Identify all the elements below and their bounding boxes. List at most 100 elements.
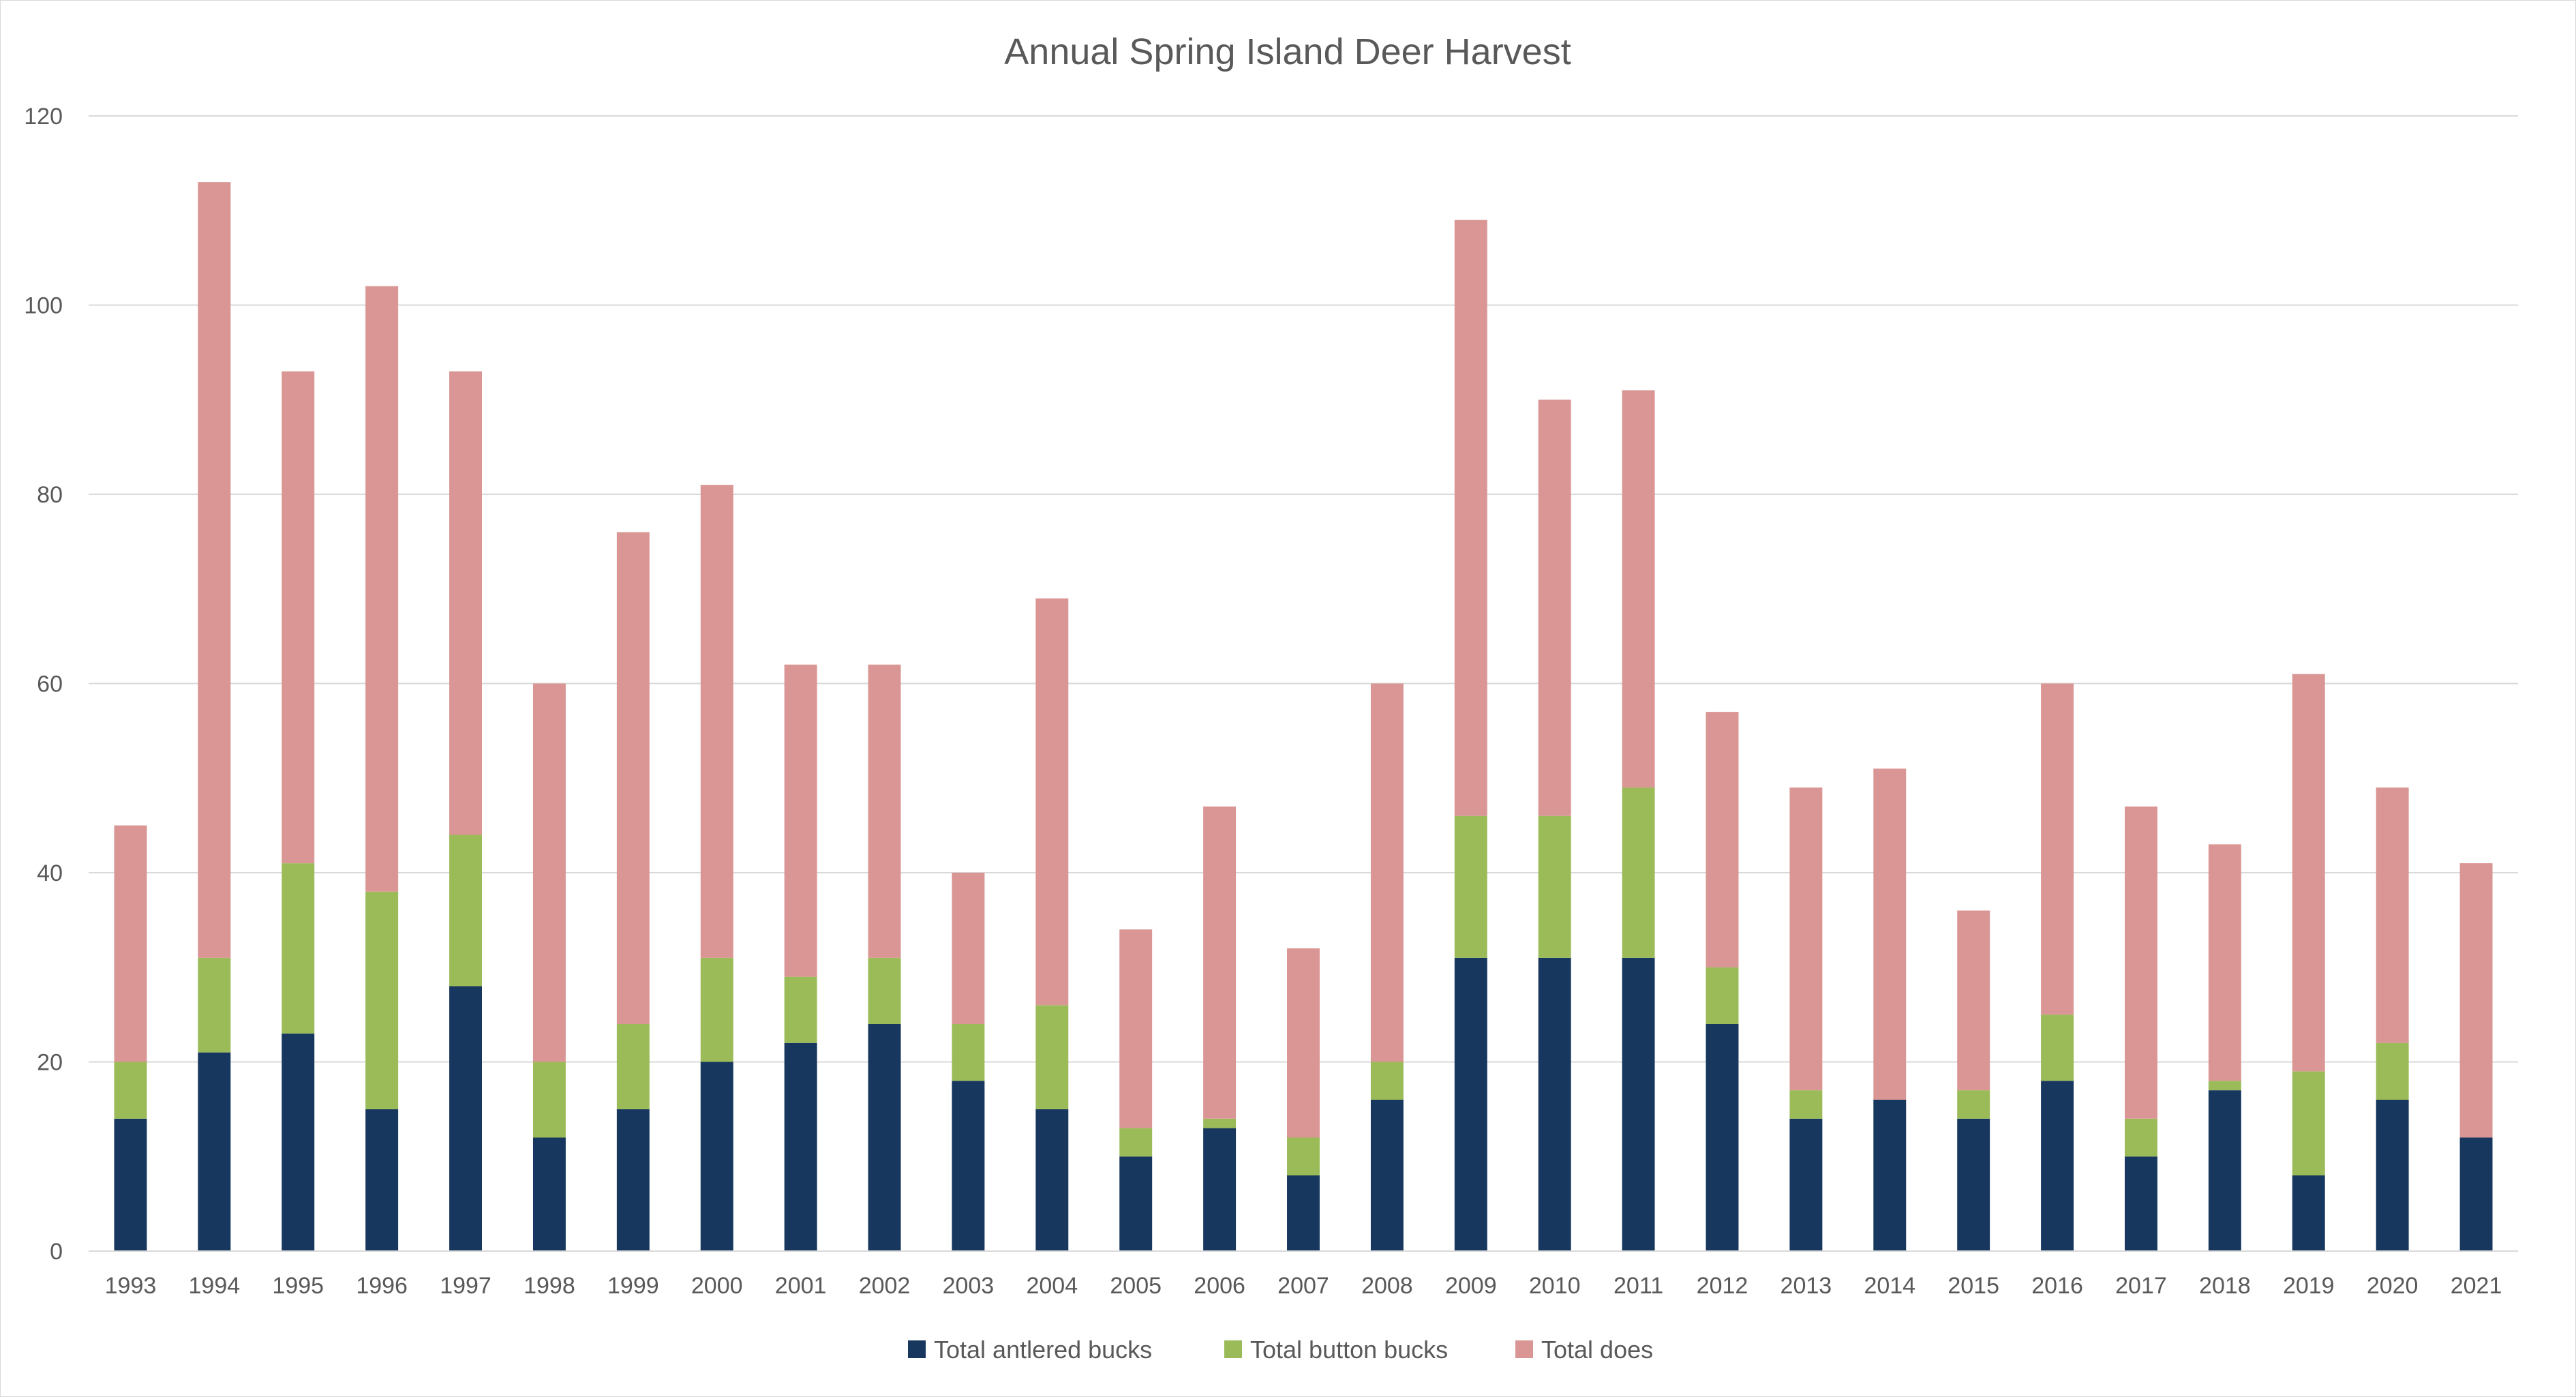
bar-segment — [449, 835, 482, 987]
bar-segment — [1706, 1024, 1739, 1251]
bar-segment — [1119, 1156, 1153, 1251]
bar-segment — [1370, 683, 1404, 1062]
bar-segment — [700, 485, 733, 958]
bar-segment — [1035, 598, 1069, 1006]
bar-segment — [1789, 1118, 1823, 1251]
bar-segment — [616, 532, 650, 1024]
bar-segment — [2292, 1071, 2325, 1175]
bar-segment — [2125, 1118, 2157, 1157]
bar-segment — [1538, 815, 1571, 958]
bar-segment — [1287, 948, 1320, 1138]
bar-segment — [114, 825, 147, 1062]
bar-segment — [532, 683, 566, 1062]
bar-segment — [2041, 1015, 2074, 1081]
x-tick-label: 2016 — [2031, 1273, 2083, 1299]
bar-segment — [1706, 967, 1739, 1024]
x-tick-label: 2014 — [1864, 1273, 1915, 1299]
x-tick-label: 1993 — [105, 1273, 157, 1299]
y-tick-label: 100 — [24, 293, 63, 319]
bar-segment — [1538, 957, 1571, 1251]
x-tick-label: 1999 — [607, 1273, 659, 1299]
bar-segment — [1287, 1175, 1320, 1251]
x-tick-label: 1995 — [272, 1273, 324, 1299]
bar-segment — [2041, 683, 2074, 1015]
x-tick-label: 2001 — [775, 1273, 827, 1299]
bar-segment — [2376, 1042, 2409, 1100]
x-tick-label: 2019 — [2283, 1273, 2335, 1299]
x-tick-label: 2007 — [1277, 1273, 1329, 1299]
bar-segment — [952, 1024, 985, 1081]
bar-segment — [784, 976, 817, 1043]
bar-segment — [1035, 1109, 1069, 1251]
x-tick-label: 2008 — [1361, 1273, 1413, 1299]
bar-segment — [1538, 400, 1571, 816]
bar-segment — [700, 1062, 733, 1251]
x-tick-label: 2013 — [1781, 1273, 1832, 1299]
bar-segment — [1622, 957, 1655, 1251]
y-tick-label: 60 — [37, 672, 63, 697]
bar-segment — [1454, 220, 1487, 816]
bar-segment — [616, 1109, 650, 1251]
bar-segment — [2208, 1081, 2241, 1091]
bar-segment — [1203, 1118, 1237, 1128]
bar-segment — [114, 1062, 147, 1119]
bar-segment — [1789, 1090, 1823, 1119]
bar-segment — [1789, 787, 1823, 1091]
x-tick-label: 1994 — [189, 1273, 241, 1299]
bar-segment — [365, 286, 399, 892]
x-tick-label: 1997 — [440, 1273, 491, 1299]
bar-segment — [616, 1024, 650, 1109]
bar-segment — [1119, 1128, 1153, 1157]
bar-segment — [198, 957, 231, 1053]
y-tick-label: 120 — [24, 104, 63, 130]
x-tick-label: 2004 — [1026, 1273, 1078, 1299]
bar-segment — [2208, 1090, 2241, 1251]
bar-segment — [1622, 390, 1655, 788]
y-tick-label: 0 — [50, 1239, 63, 1265]
bar-segment — [2459, 1137, 2493, 1251]
legend: Total antlered bucks Total button bucks To… — [908, 1336, 1653, 1364]
x-tick-label: 2012 — [1697, 1273, 1748, 1299]
bar-segment — [1454, 957, 1487, 1251]
bar-segment — [952, 1081, 985, 1251]
x-tick-label: 2010 — [1529, 1273, 1581, 1299]
bar-segment — [1035, 1005, 1069, 1109]
bar-segment — [1957, 1090, 1990, 1119]
bar-segment — [2041, 1081, 2074, 1251]
bar-segment — [365, 891, 399, 1109]
bar-segment — [2459, 863, 2493, 1138]
bar-segment — [365, 1109, 399, 1251]
x-tick-label: 2005 — [1110, 1273, 1162, 1299]
x-tick-label: 1998 — [524, 1273, 575, 1299]
bar-segment — [1622, 787, 1655, 958]
bar-segment — [532, 1137, 566, 1251]
bar-segment — [1706, 712, 1739, 967]
x-tick-label: 2018 — [2199, 1273, 2251, 1299]
x-tick-label: 2009 — [1445, 1273, 1497, 1299]
legend-swatch — [908, 1340, 926, 1358]
bar-segment — [2376, 1100, 2409, 1251]
legend-swatch — [1224, 1340, 1242, 1358]
y-tick-label: 80 — [37, 482, 63, 508]
x-tick-label: 1996 — [356, 1273, 408, 1299]
bar-segment — [868, 664, 901, 958]
bar-segment — [1287, 1137, 1320, 1175]
legend-label: Total does — [1541, 1336, 1653, 1364]
x-tick-label: 2003 — [943, 1273, 995, 1299]
x-tick-label: 2011 — [1613, 1273, 1663, 1299]
bar-segment — [1203, 806, 1237, 1119]
bar-segment — [2376, 787, 2409, 1043]
bar-segment — [449, 986, 482, 1251]
bar-segment — [449, 371, 482, 835]
bar-segment — [1454, 815, 1487, 958]
bar-segment — [1370, 1062, 1404, 1100]
bar-segment — [282, 371, 315, 864]
bar-segment — [1203, 1128, 1237, 1251]
bar-segment — [868, 1024, 901, 1251]
bar-segment — [2292, 674, 2325, 1072]
bar-segment — [700, 957, 733, 1062]
chart-title: Annual Spring Island Deer Harvest — [1004, 31, 1571, 72]
bar-segment — [198, 182, 231, 958]
bar-segment — [784, 1042, 817, 1251]
